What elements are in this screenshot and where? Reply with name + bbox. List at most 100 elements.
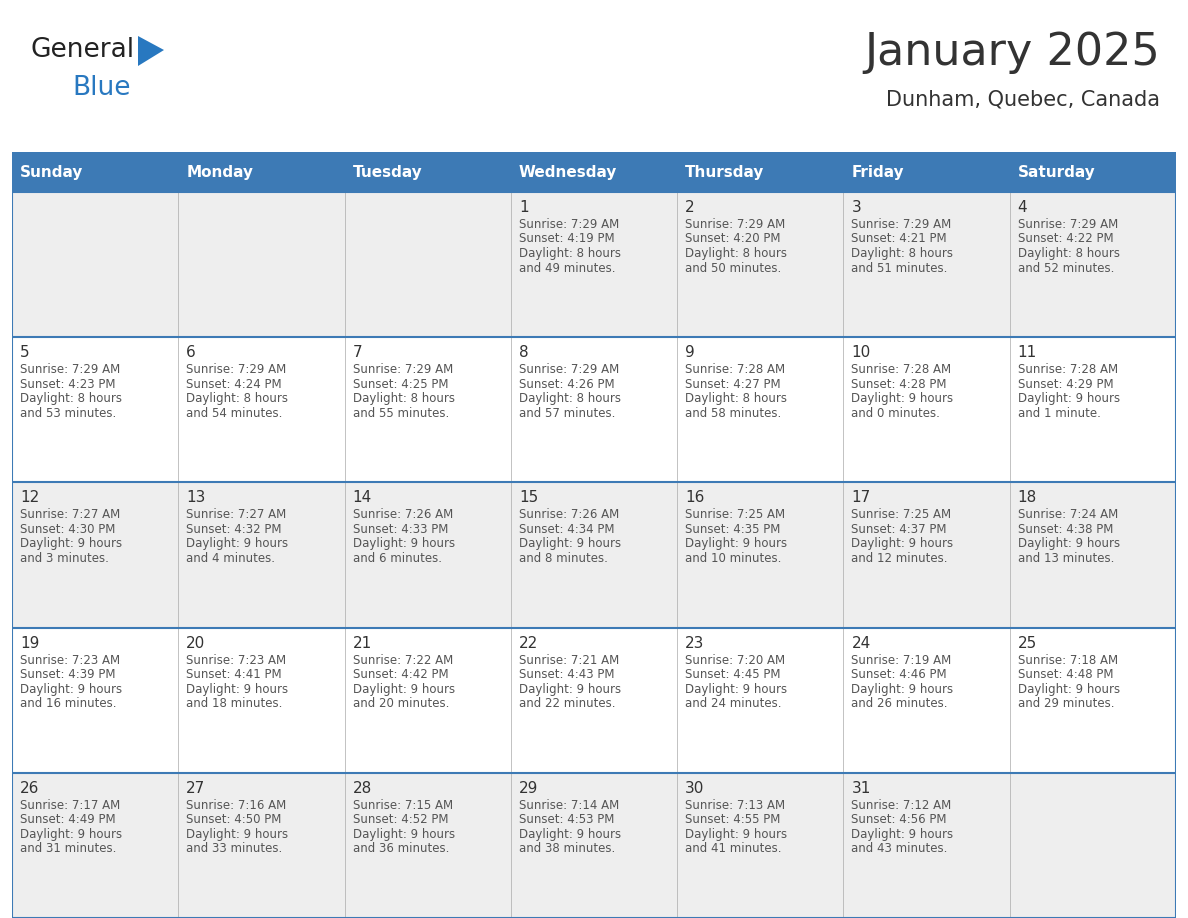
Text: 19: 19 xyxy=(20,635,39,651)
Text: Blue: Blue xyxy=(72,75,131,101)
Text: Daylight: 9 hours: Daylight: 9 hours xyxy=(353,828,455,841)
FancyBboxPatch shape xyxy=(12,337,178,482)
Text: Daylight: 8 hours: Daylight: 8 hours xyxy=(353,392,455,405)
Text: and 16 minutes.: and 16 minutes. xyxy=(20,697,116,711)
Text: Sunrise: 7:24 AM: Sunrise: 7:24 AM xyxy=(1018,509,1118,521)
Text: Sunrise: 7:29 AM: Sunrise: 7:29 AM xyxy=(852,218,952,231)
Text: Sunrise: 7:29 AM: Sunrise: 7:29 AM xyxy=(1018,218,1118,231)
Text: Sunset: 4:24 PM: Sunset: 4:24 PM xyxy=(187,377,282,391)
Text: and 41 minutes.: and 41 minutes. xyxy=(685,843,782,856)
Text: Sunrise: 7:18 AM: Sunrise: 7:18 AM xyxy=(1018,654,1118,666)
FancyBboxPatch shape xyxy=(843,192,1010,337)
Text: Sunrise: 7:28 AM: Sunrise: 7:28 AM xyxy=(852,364,952,376)
Text: 7: 7 xyxy=(353,345,362,360)
Text: and 38 minutes.: and 38 minutes. xyxy=(519,843,615,856)
Text: and 3 minutes.: and 3 minutes. xyxy=(20,552,109,565)
Text: 30: 30 xyxy=(685,781,704,796)
Text: Sunset: 4:33 PM: Sunset: 4:33 PM xyxy=(353,523,448,536)
Text: Daylight: 9 hours: Daylight: 9 hours xyxy=(187,828,289,841)
Text: 12: 12 xyxy=(20,490,39,506)
Text: and 33 minutes.: and 33 minutes. xyxy=(187,843,283,856)
Text: and 50 minutes.: and 50 minutes. xyxy=(685,262,782,274)
FancyBboxPatch shape xyxy=(511,337,677,482)
Text: Sunset: 4:28 PM: Sunset: 4:28 PM xyxy=(852,377,947,391)
FancyBboxPatch shape xyxy=(345,192,511,337)
FancyBboxPatch shape xyxy=(345,773,511,918)
Text: 10: 10 xyxy=(852,345,871,360)
Text: and 6 minutes.: and 6 minutes. xyxy=(353,552,442,565)
Text: Sunrise: 7:27 AM: Sunrise: 7:27 AM xyxy=(187,509,286,521)
Text: and 22 minutes.: and 22 minutes. xyxy=(519,697,615,711)
Text: Sunset: 4:34 PM: Sunset: 4:34 PM xyxy=(519,523,614,536)
FancyBboxPatch shape xyxy=(677,152,843,192)
Text: Sunrise: 7:29 AM: Sunrise: 7:29 AM xyxy=(20,364,120,376)
Text: and 54 minutes.: and 54 minutes. xyxy=(187,407,283,420)
Text: Sunset: 4:38 PM: Sunset: 4:38 PM xyxy=(1018,523,1113,536)
Text: 6: 6 xyxy=(187,345,196,360)
Text: Daylight: 9 hours: Daylight: 9 hours xyxy=(353,537,455,551)
Text: and 12 minutes.: and 12 minutes. xyxy=(852,552,948,565)
Text: and 20 minutes.: and 20 minutes. xyxy=(353,697,449,711)
Text: Friday: Friday xyxy=(852,164,904,180)
Text: Daylight: 9 hours: Daylight: 9 hours xyxy=(1018,683,1120,696)
Text: Sunset: 4:19 PM: Sunset: 4:19 PM xyxy=(519,232,614,245)
Text: Monday: Monday xyxy=(187,164,253,180)
Text: Sunset: 4:37 PM: Sunset: 4:37 PM xyxy=(852,523,947,536)
FancyBboxPatch shape xyxy=(511,628,677,773)
FancyBboxPatch shape xyxy=(12,628,178,773)
Text: Daylight: 9 hours: Daylight: 9 hours xyxy=(187,537,289,551)
Text: Sunrise: 7:21 AM: Sunrise: 7:21 AM xyxy=(519,654,619,666)
Text: January 2025: January 2025 xyxy=(864,31,1159,74)
Text: Daylight: 9 hours: Daylight: 9 hours xyxy=(685,828,788,841)
Text: Sunset: 4:22 PM: Sunset: 4:22 PM xyxy=(1018,232,1113,245)
FancyBboxPatch shape xyxy=(178,192,345,337)
Text: 25: 25 xyxy=(1018,635,1037,651)
FancyBboxPatch shape xyxy=(178,482,345,628)
Text: Sunrise: 7:23 AM: Sunrise: 7:23 AM xyxy=(20,654,120,666)
FancyBboxPatch shape xyxy=(1010,773,1176,918)
FancyBboxPatch shape xyxy=(178,773,345,918)
Text: Daylight: 8 hours: Daylight: 8 hours xyxy=(685,247,788,260)
Text: Sunset: 4:53 PM: Sunset: 4:53 PM xyxy=(519,813,614,826)
FancyBboxPatch shape xyxy=(843,152,1010,192)
Text: Sunset: 4:30 PM: Sunset: 4:30 PM xyxy=(20,523,115,536)
FancyBboxPatch shape xyxy=(345,482,511,628)
Text: and 57 minutes.: and 57 minutes. xyxy=(519,407,615,420)
Text: Sunset: 4:32 PM: Sunset: 4:32 PM xyxy=(187,523,282,536)
Text: Sunset: 4:41 PM: Sunset: 4:41 PM xyxy=(187,668,282,681)
Text: Sunset: 4:29 PM: Sunset: 4:29 PM xyxy=(1018,377,1113,391)
FancyBboxPatch shape xyxy=(843,773,1010,918)
Text: Sunset: 4:21 PM: Sunset: 4:21 PM xyxy=(852,232,947,245)
Text: 11: 11 xyxy=(1018,345,1037,360)
Text: Daylight: 8 hours: Daylight: 8 hours xyxy=(519,247,621,260)
Text: Sunset: 4:46 PM: Sunset: 4:46 PM xyxy=(852,668,947,681)
Text: and 52 minutes.: and 52 minutes. xyxy=(1018,262,1114,274)
Text: Daylight: 9 hours: Daylight: 9 hours xyxy=(20,828,122,841)
Text: Thursday: Thursday xyxy=(685,164,765,180)
Text: Daylight: 9 hours: Daylight: 9 hours xyxy=(187,683,289,696)
FancyBboxPatch shape xyxy=(12,773,178,918)
Text: Wednesday: Wednesday xyxy=(519,164,618,180)
Text: Sunrise: 7:20 AM: Sunrise: 7:20 AM xyxy=(685,654,785,666)
Text: Sunset: 4:42 PM: Sunset: 4:42 PM xyxy=(353,668,448,681)
Text: Sunset: 4:52 PM: Sunset: 4:52 PM xyxy=(353,813,448,826)
Text: Sunrise: 7:28 AM: Sunrise: 7:28 AM xyxy=(1018,364,1118,376)
FancyBboxPatch shape xyxy=(1010,482,1176,628)
Text: Sunrise: 7:14 AM: Sunrise: 7:14 AM xyxy=(519,799,619,812)
Polygon shape xyxy=(138,36,164,66)
Text: Daylight: 8 hours: Daylight: 8 hours xyxy=(20,392,122,405)
Text: Sunset: 4:50 PM: Sunset: 4:50 PM xyxy=(187,813,282,826)
FancyBboxPatch shape xyxy=(511,482,677,628)
Text: Daylight: 9 hours: Daylight: 9 hours xyxy=(20,683,122,696)
Text: Daylight: 9 hours: Daylight: 9 hours xyxy=(1018,392,1120,405)
Text: Daylight: 8 hours: Daylight: 8 hours xyxy=(685,392,788,405)
Text: Daylight: 9 hours: Daylight: 9 hours xyxy=(852,392,954,405)
Text: and 26 minutes.: and 26 minutes. xyxy=(852,697,948,711)
Text: Sunrise: 7:26 AM: Sunrise: 7:26 AM xyxy=(353,509,453,521)
Text: Daylight: 9 hours: Daylight: 9 hours xyxy=(852,683,954,696)
Text: Daylight: 9 hours: Daylight: 9 hours xyxy=(852,537,954,551)
Text: and 8 minutes.: and 8 minutes. xyxy=(519,552,608,565)
Text: 9: 9 xyxy=(685,345,695,360)
Text: Daylight: 8 hours: Daylight: 8 hours xyxy=(1018,247,1120,260)
Text: Daylight: 9 hours: Daylight: 9 hours xyxy=(852,828,954,841)
